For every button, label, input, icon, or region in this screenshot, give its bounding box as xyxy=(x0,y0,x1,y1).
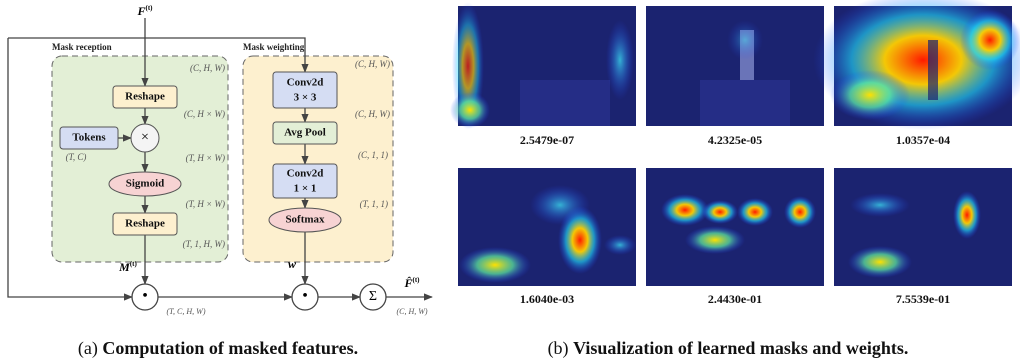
shape-label: (C, H, W) xyxy=(355,59,390,69)
softmax-label: Softmax xyxy=(285,214,325,226)
heatmap-image xyxy=(458,168,636,286)
heatmap-image xyxy=(450,2,636,130)
weight-label: 7.5539e-01 xyxy=(896,292,950,306)
conv-label: Conv2d xyxy=(287,168,324,180)
text-part: Computation of masked features. xyxy=(102,338,358,358)
conv-kernel: 3 × 3 xyxy=(294,92,317,104)
shape-label: (T, H × W) xyxy=(186,199,225,209)
product-op: • xyxy=(302,288,308,305)
text-part: (b) xyxy=(548,338,569,359)
product-op: • xyxy=(142,288,148,305)
weight-label: 2.4430e-01 xyxy=(708,292,762,306)
shape-label: (T, 1, H, W) xyxy=(183,239,225,249)
text-part: F̂ xyxy=(403,276,412,290)
mask-output-label: M(t) xyxy=(118,260,137,274)
conv-kernel: 1 × 1 xyxy=(294,183,317,195)
shape-label: (C, H × W) xyxy=(184,109,225,119)
visualization: 2.5479e-07 4.2325e-05 1.0357e-04 1.6040e… xyxy=(450,0,1020,359)
weight-label: 2.5479e-07 xyxy=(520,133,574,147)
shape-label: (T, C, H, W) xyxy=(167,307,206,316)
sum-op: Σ xyxy=(369,289,377,304)
shape-label: (C, H, W) xyxy=(396,307,427,316)
diagram: F(t) Mask reception Mask weighting (C, H… xyxy=(8,4,432,360)
weighting-title: Mask weighting xyxy=(243,42,305,52)
multiply-label: × xyxy=(141,130,149,145)
heatmap-image xyxy=(646,6,824,126)
text-part: (t) xyxy=(146,4,154,12)
text-part: (t) xyxy=(130,260,138,268)
conv-label: Conv2d xyxy=(287,77,324,89)
weight-label: 1.0357e-04 xyxy=(896,133,950,147)
shape-label: (C, H, W) xyxy=(355,109,390,119)
input-label: F(t) xyxy=(136,4,153,18)
output-label: F̂(t) xyxy=(403,276,420,290)
shape-label: (T, H × W) xyxy=(186,153,225,163)
reception-title: Mask reception xyxy=(52,42,112,52)
heatmap-image xyxy=(813,0,1020,130)
shape-label: (C, 1, 1) xyxy=(358,150,388,160)
caption: (b) Visualization of learned masks and w… xyxy=(548,338,909,359)
text-part: M xyxy=(118,260,130,274)
text-part: (a) xyxy=(78,338,98,359)
shape-label: (C, H, W) xyxy=(190,63,225,73)
caption: (a) Computation of masked features. xyxy=(78,338,358,359)
weight-output-label: w xyxy=(288,257,297,271)
figure: F(t) Mask reception Mask weighting (C, H… xyxy=(0,0,1020,364)
weight-label: 1.6040e-03 xyxy=(520,292,574,306)
shape-label: (T, C) xyxy=(66,152,87,162)
heatmap-image xyxy=(834,168,1012,286)
weight-label: 4.2325e-05 xyxy=(708,133,762,147)
heatmap-image xyxy=(646,168,824,286)
text-part: Visualization of learned masks and weigh… xyxy=(573,338,908,358)
reshape-label: Reshape xyxy=(125,218,165,230)
shape-label: (T, 1, 1) xyxy=(360,199,388,209)
pool-label: Avg Pool xyxy=(284,127,326,139)
text-part: F xyxy=(136,4,145,18)
text-part: (t) xyxy=(413,276,421,284)
tokens-label: Tokens xyxy=(72,132,106,144)
sigmoid-label: Sigmoid xyxy=(126,178,165,190)
reshape-label: Reshape xyxy=(125,91,165,103)
